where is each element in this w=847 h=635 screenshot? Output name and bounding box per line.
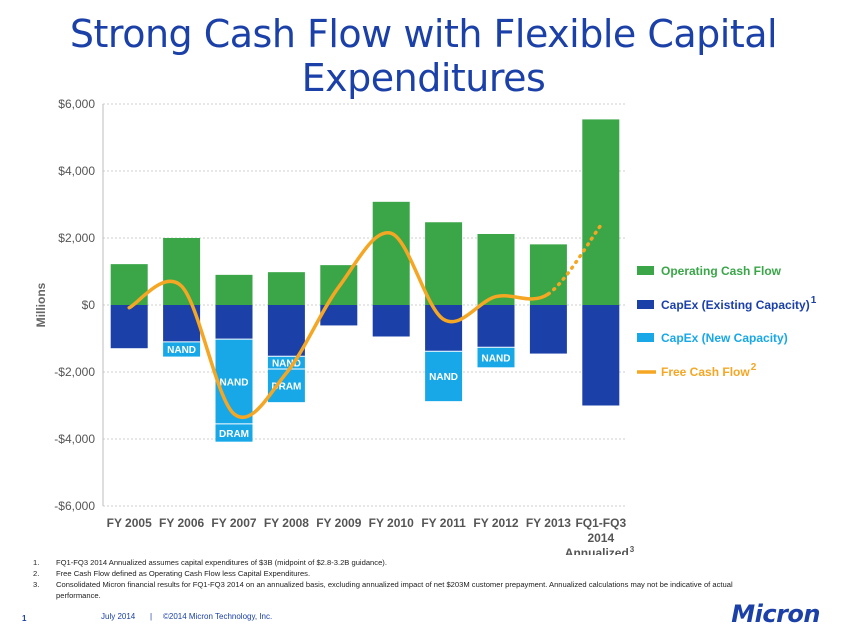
segment-label: NAND <box>272 359 301 370</box>
footnote-number: 1. <box>33 558 40 567</box>
segment-label: NAND <box>429 372 458 383</box>
micron-logo: Micron <box>731 600 820 628</box>
bar-capex-existing <box>477 305 515 348</box>
x-tick-sublabel: Annualized <box>565 546 629 555</box>
footer: 1 July 2014 | ©2014 Micron Technology, I… <box>0 595 847 635</box>
footnote-2: 2. Free Cash Flow defined as Operating C… <box>33 568 763 579</box>
footnote-text: FQ1-FQ3 2014 Annualized assumes capital … <box>56 558 387 567</box>
x-tick-label: FY 2005 <box>107 516 152 530</box>
bar-operating-cash-flow <box>267 272 305 305</box>
footer-separator: | <box>150 612 153 621</box>
chart: $6,000 $4,000 $2,000 $0 -$2,000 -$4,000 -$6,00… <box>34 97 817 555</box>
y-tick-label: $0 <box>82 298 96 312</box>
x-tick-label: FY 2011 <box>421 516 466 530</box>
x-tick-label: FY 2009 <box>316 516 361 530</box>
y-tick-label: $4,000 <box>58 164 95 178</box>
segment-label: DRAM <box>271 382 301 393</box>
bar-capex-new <box>425 351 463 402</box>
footer-copyright: ©2014 Micron Technology, Inc. <box>163 612 273 621</box>
legend-label: Operating Cash Flow <box>661 264 782 278</box>
legend-label-superscript: 1 <box>811 295 817 306</box>
bar-capex-existing <box>267 305 305 357</box>
y-tick-label: -$6,000 <box>54 499 95 513</box>
free-cash-flow-line <box>127 231 551 419</box>
legend-label: Free Cash Flow <box>661 365 750 379</box>
x-tick-label: FY 2007 <box>211 516 256 530</box>
segment-label: DRAM <box>219 429 249 440</box>
footnote-number: 2. <box>33 569 40 578</box>
bar-capex-new <box>477 347 515 368</box>
x-tick-label: FY 2013 <box>526 516 571 530</box>
x-tick-sublabel-superscript: 3 <box>630 545 635 554</box>
bar-operating-cash-flow <box>372 201 410 305</box>
bar-capex-existing <box>372 305 410 337</box>
bar-operating-cash-flow <box>582 119 620 305</box>
x-tick-label: FQ1-FQ3 <box>575 516 626 530</box>
footer-date: July 2014 <box>101 612 136 621</box>
legend-label-superscript: 2 <box>751 362 757 373</box>
segment-label: NAND <box>482 353 511 364</box>
bar-capex-existing <box>215 305 253 340</box>
bar-operating-cash-flow <box>425 222 463 305</box>
bar-capex-existing <box>110 305 148 349</box>
segment-label: NAND <box>167 345 196 356</box>
x-tick-label: FY 2012 <box>473 516 518 530</box>
x-tick-label: 2014 <box>587 531 614 545</box>
page-number: 1 <box>22 614 27 623</box>
bar-capex-new <box>163 341 201 357</box>
legend-label: CapEx (New Capacity) <box>661 331 788 345</box>
bar-capex-new <box>267 356 305 403</box>
footnote-text: Consolidated Micron financial results fo… <box>56 580 733 600</box>
x-tick-label: FY 2008 <box>264 516 309 530</box>
bar-capex-existing <box>582 305 620 406</box>
footnote-3: 3. Consolidated Micron financial results… <box>33 579 763 601</box>
footnotes: 1. FQ1-FQ3 2014 Annualized assumes capit… <box>33 557 763 601</box>
x-tick-label: FY 2006 <box>159 516 204 530</box>
footnote-1: 1. FQ1-FQ3 2014 Annualized assumes capit… <box>33 557 763 568</box>
bar-capex-existing <box>529 305 567 354</box>
y-tick-label: $2,000 <box>58 231 95 245</box>
footnote-number: 3. <box>33 580 40 589</box>
bar-capex-existing <box>320 305 358 326</box>
legend-swatch <box>637 300 654 309</box>
x-tick-label: FY 2010 <box>369 516 414 530</box>
legend-label: CapEx (Existing Capacity) <box>661 298 810 312</box>
bar-capex-existing <box>425 305 463 352</box>
bar-operating-cash-flow <box>215 274 253 305</box>
free-cash-flow-projection <box>546 223 603 296</box>
slide-title: Strong Cash Flow with Flexible Capital E… <box>69 12 778 100</box>
y-tick-label: -$2,000 <box>54 365 95 379</box>
segment-label: NAND <box>220 378 249 389</box>
legend-swatch <box>637 333 654 342</box>
y-tick-label: -$4,000 <box>54 432 95 446</box>
y-tick-label: $6,000 <box>58 97 95 111</box>
bar-operating-cash-flow <box>163 238 201 305</box>
bar-operating-cash-flow <box>477 233 515 305</box>
footnote-text: Free Cash Flow defined as Operating Cash… <box>56 569 311 578</box>
y-axis-label: Millions <box>34 282 48 327</box>
legend-swatch <box>637 266 654 275</box>
